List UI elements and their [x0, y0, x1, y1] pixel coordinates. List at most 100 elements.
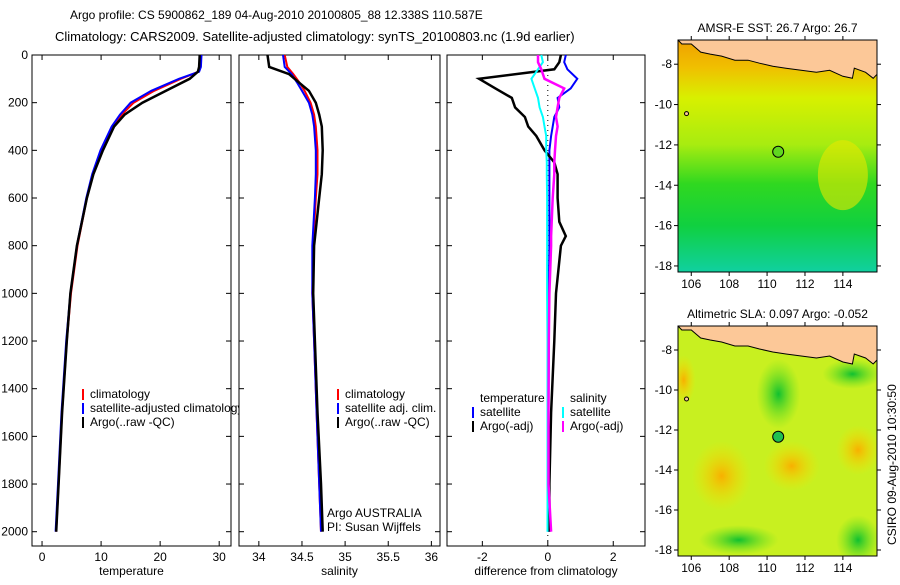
- low-sla-patch: [756, 359, 801, 429]
- x-tick-label: 35.5: [377, 550, 401, 564]
- series-line-argo-raw-qc-: [266, 54, 324, 532]
- y-tick-label: 400: [8, 143, 28, 157]
- legend-header: temperature: [480, 391, 545, 405]
- y-tick-label: -14: [655, 178, 673, 192]
- salinity-profile: 34 34.5 35 35.5 36 salinity climatologysatelli…: [238, 54, 441, 578]
- x-tick-label: 110: [758, 561, 777, 575]
- y-tick-label: -12: [655, 423, 673, 437]
- y-tick-label: -14: [655, 463, 673, 477]
- legend-label: Argo(-adj): [570, 419, 623, 433]
- legend-swatch: [562, 407, 564, 418]
- map-field: [678, 326, 877, 556]
- temperature-profile: 0 10 20 30 temperature 0 200 400 600 800 1000 1200 1…: [1, 48, 243, 578]
- legend-swatch: [337, 417, 339, 428]
- x-tick-label: 36: [425, 550, 439, 564]
- y-tick-label: 1400: [1, 382, 28, 396]
- y-tick-label: 2000: [1, 525, 28, 539]
- argo-position-marker: [772, 430, 785, 443]
- x-tick-label: 114: [833, 561, 852, 575]
- legend-label: satellite: [480, 405, 521, 419]
- y-tick-label: 1200: [1, 334, 28, 348]
- map-field: [678, 40, 877, 272]
- plot-frame: [238, 54, 441, 547]
- legend-label: Argo(..raw -QC): [90, 415, 175, 429]
- x-tick-label: 0: [39, 550, 46, 564]
- series-line-temperature-argo-adj-: [475, 54, 568, 532]
- title-line-2: Climatology: CARS2009. Satellite-adjuste…: [55, 29, 575, 44]
- legend-swatch: [472, 421, 474, 432]
- x-tick-label: 2: [610, 550, 617, 564]
- x-tick-label: 34: [252, 550, 266, 564]
- x-axis-label: salinity: [321, 564, 358, 578]
- warm-patch: [817, 140, 868, 211]
- high-sla-patch: [763, 441, 820, 491]
- sst-map: AMSR-E SST: 26.7 Argo: 26.7 106 108 110 112 1…: [655, 21, 881, 291]
- y-tick-label: 600: [8, 191, 28, 205]
- legend-swatch: [337, 403, 339, 414]
- x-tick-label: 35: [338, 550, 352, 564]
- map-frame: [677, 325, 878, 557]
- x-tick-label: 10: [94, 550, 108, 564]
- x-tick-label: 110: [758, 277, 777, 291]
- high-sla-patch: [691, 441, 752, 511]
- legend-label: Argo(-adj): [480, 419, 533, 433]
- legend-label: satellite: [570, 405, 611, 419]
- high-sla-patch: [836, 425, 877, 475]
- y-tick-label: -10: [655, 383, 673, 397]
- sla-map: Altimetric SLA: 0.097 Argo: -0.052 106 108…: [655, 307, 881, 575]
- y-tick-label: -10: [655, 98, 673, 112]
- low-sla-patch: [698, 525, 779, 555]
- series-line-salinity-argo-adj-: [536, 55, 566, 532]
- legend-swatch: [82, 389, 84, 400]
- legend-swatch: [562, 421, 564, 432]
- legend-swatch: [82, 417, 84, 428]
- legend-swatch: [82, 403, 84, 414]
- legend-label: Argo(..raw -QC): [345, 415, 430, 429]
- x-axis-label: difference from climatology: [474, 564, 617, 578]
- y-tick-label: 800: [8, 239, 28, 253]
- x-tick-label: 106: [681, 277, 701, 291]
- series-line-argo-raw-qc-: [54, 54, 201, 532]
- x-tick-label: 106: [681, 561, 701, 575]
- y-tick-label: -16: [655, 503, 673, 517]
- y-tick-label: -8: [661, 57, 672, 71]
- map-title: AMSR-E SST: 26.7 Argo: 26.7: [697, 21, 857, 35]
- low-sla-patch: [836, 515, 877, 556]
- y-tick-label: -8: [661, 343, 672, 357]
- high-sla-patch: [678, 355, 696, 405]
- legend-label: climatology: [90, 387, 150, 401]
- land-java: [678, 326, 877, 365]
- x-tick-label: 112: [795, 561, 814, 575]
- annotation-text: PI: Susan Wijffels: [327, 520, 421, 534]
- y-tick-label: 200: [8, 96, 28, 110]
- legend-header: salinity: [570, 391, 607, 405]
- legend-label: satellite-adjusted climatology: [90, 401, 243, 415]
- x-tick-label: 114: [833, 277, 852, 291]
- y-tick-label: -16: [655, 219, 673, 233]
- x-tick-label: 112: [795, 277, 814, 291]
- map-frame: [677, 39, 878, 273]
- y-tick-label: -18: [655, 543, 673, 557]
- legend-label: satellite adj. clim.: [345, 401, 436, 415]
- x-tick-label: 20: [153, 550, 167, 564]
- x-tick-label: 34.5: [290, 550, 314, 564]
- y-tick-label: 0: [21, 48, 28, 62]
- y-tick-label: -18: [655, 259, 673, 273]
- x-tick-label: -2: [477, 550, 488, 564]
- y-tick-label: -12: [655, 138, 673, 152]
- y-tick-label: 1600: [1, 429, 28, 443]
- land-christmas-island: [684, 111, 690, 117]
- x-tick-label: 30: [213, 550, 227, 564]
- y-tick-label: 1000: [1, 286, 28, 300]
- map-title: Altimetric SLA: 0.097 Argo: -0.052: [687, 307, 868, 321]
- footer-timestamp: CSIRO 09-Aug-2010 10:30:50: [885, 384, 899, 545]
- title-line-1: Argo profile: CS 5900862_189 04-Aug-2010…: [70, 8, 483, 22]
- series-line-salinity-satellite: [530, 54, 549, 532]
- x-tick-label: 108: [719, 277, 739, 291]
- legend-swatch: [337, 389, 339, 400]
- land-christmas-island: [684, 396, 690, 402]
- land-java: [678, 40, 877, 79]
- argo-position-marker: [772, 145, 785, 158]
- x-axis-label: temperature: [99, 564, 164, 578]
